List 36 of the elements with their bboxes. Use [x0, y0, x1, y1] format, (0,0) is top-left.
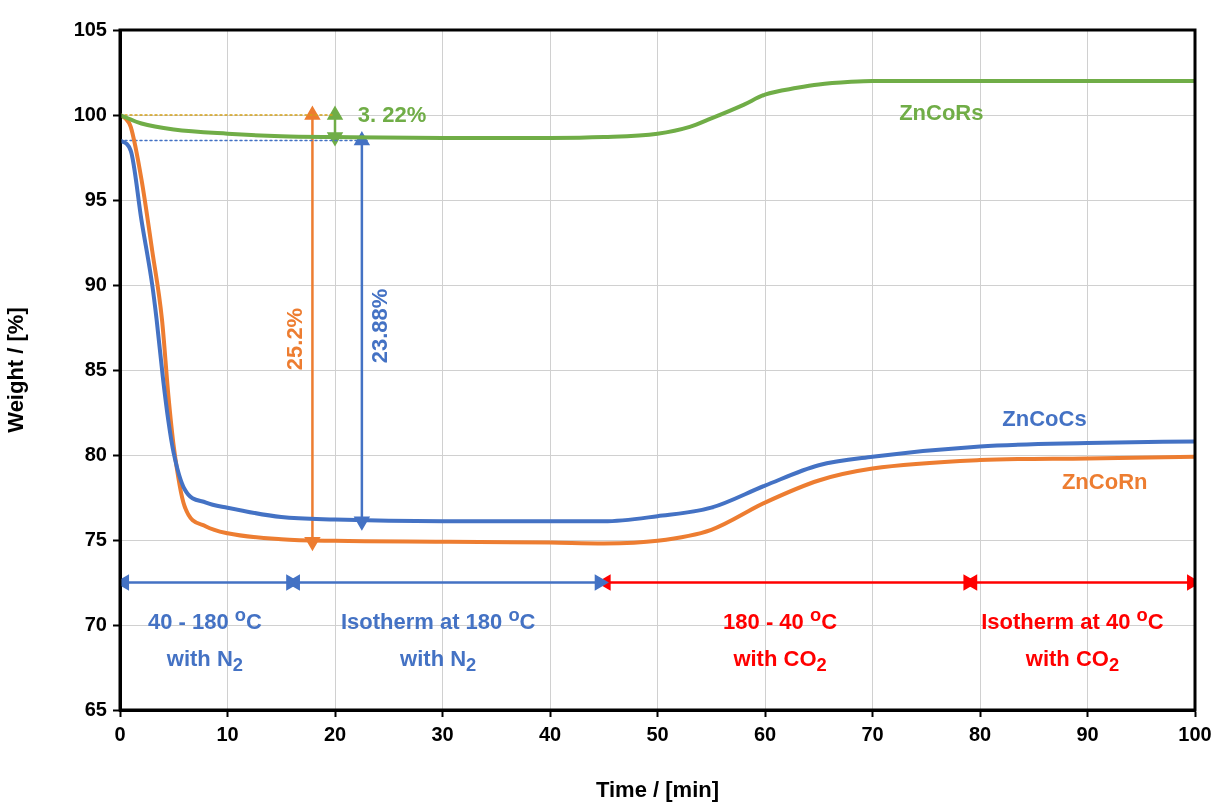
y-tick-label: 75 [84, 527, 107, 550]
annotation: 40 - 180 $^{o}$C [147, 604, 262, 636]
series-label: ZnCoCs [1002, 406, 1087, 433]
x-tick-label: 10 [216, 722, 239, 745]
annotation: 23.88% [366, 288, 393, 364]
x-tick-label: 40 [538, 722, 562, 745]
annotation: with CO$_{2}$ [733, 645, 827, 676]
x-tick-label: 70 [861, 722, 884, 745]
y-tick-label: 100 [73, 102, 107, 125]
y-tick-label: 65 [84, 697, 107, 720]
annotation: 3. 22% [357, 101, 427, 129]
y-tick-label: 105 [73, 17, 107, 40]
y-tick-label: 85 [84, 357, 107, 380]
annotation: with CO$_{2}$ [1025, 645, 1120, 676]
annotation: with N$_{2}$ [400, 645, 477, 676]
y-tick-label: 80 [84, 442, 107, 465]
x-tick-label: 90 [1076, 722, 1099, 745]
annotation: Isotherm at 180 $^{o}$C [340, 604, 536, 636]
annotation: Isotherm at 40 $^{o}$C [981, 604, 1164, 636]
y-tick-label: 95 [84, 187, 107, 210]
x-tick-label: 80 [968, 722, 992, 745]
series-label: ZnCoRn [1061, 468, 1148, 496]
y-tick-label: 90 [84, 272, 107, 295]
x-tick-label: 60 [753, 722, 777, 745]
x-tick-label: 20 [323, 722, 347, 745]
annotation: 180 - 40 $^{o}$C [723, 604, 838, 636]
x-tick-label: 50 [646, 722, 669, 745]
x-tick-label: 0 [114, 722, 126, 745]
x-axis-title: Time / [min] [595, 776, 720, 802]
y-tick-label: 70 [84, 612, 107, 635]
x-tick-label: 100 [1178, 722, 1212, 745]
x-tick-label: 30 [431, 722, 454, 745]
series-label: ZnCoRs [899, 100, 984, 127]
annotation: 25.2% [282, 308, 308, 371]
annotation: with N$_{2}$ [166, 645, 244, 676]
y-axis-title: Weight / [%] [3, 307, 29, 433]
